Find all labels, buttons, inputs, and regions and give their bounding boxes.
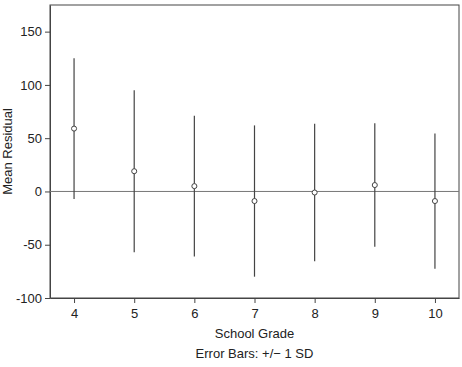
plot-frame bbox=[50, 5, 459, 298]
x-tick: 7 bbox=[251, 298, 258, 321]
x-tick-mark bbox=[375, 298, 376, 303]
x-tick-mark bbox=[74, 298, 75, 303]
y-tick-label: 150 bbox=[20, 24, 42, 39]
x-axis: 4 5 6 7 8 9 10 bbox=[51, 298, 460, 321]
y-axis-title: Mean Residual bbox=[0, 108, 15, 195]
y-tick-label: 50 bbox=[28, 131, 42, 146]
x-tick-label: 7 bbox=[251, 306, 258, 321]
y-axis: -100 -50 0 50 100 150 bbox=[16, 6, 51, 306]
mean-point bbox=[252, 199, 257, 204]
y-tick-mark bbox=[45, 85, 50, 86]
x-tick: 5 bbox=[131, 298, 138, 321]
y-tick-mark bbox=[45, 245, 50, 246]
x-tick-mark bbox=[194, 298, 195, 303]
x-axis-title: School Grade bbox=[215, 326, 295, 341]
mean-point bbox=[312, 190, 317, 195]
y-tick: 50 bbox=[28, 131, 50, 146]
y-tick: -50 bbox=[23, 237, 50, 252]
plot: 4 5 6 7 8 9 10 -100 -50 0 50 100 150 bbox=[16, 5, 460, 321]
x-tick-label: 5 bbox=[131, 306, 138, 321]
x-tick: 10 bbox=[428, 298, 442, 321]
x-tick-mark bbox=[255, 298, 256, 303]
y-tick-label: -50 bbox=[23, 237, 42, 252]
x-tick-label: 10 bbox=[428, 306, 442, 321]
y-tick: -100 bbox=[16, 291, 50, 306]
x-tick: 9 bbox=[372, 298, 379, 321]
y-tick-label: -100 bbox=[16, 291, 42, 306]
mean-point bbox=[192, 184, 197, 189]
x-tick-label: 8 bbox=[312, 306, 319, 321]
y-tick-mark bbox=[45, 191, 50, 192]
y-axis-line bbox=[50, 6, 51, 299]
x-tick-label: 4 bbox=[71, 306, 78, 321]
mean-point bbox=[432, 199, 437, 204]
y-tick-label: 100 bbox=[20, 78, 42, 93]
caption: Error Bars: +/− 1 SD bbox=[196, 346, 314, 361]
x-tick: 8 bbox=[312, 298, 319, 321]
x-tick: 4 bbox=[71, 298, 78, 321]
x-tick-label: 9 bbox=[372, 306, 379, 321]
x-tick-mark bbox=[134, 298, 135, 303]
y-tick-label: 0 bbox=[35, 184, 42, 199]
marks bbox=[50, 58, 459, 276]
y-tick-mark bbox=[45, 298, 50, 299]
x-tick-mark bbox=[315, 298, 316, 303]
x-tick-label: 6 bbox=[191, 306, 198, 321]
x-tick-mark bbox=[435, 298, 436, 303]
y-tick: 150 bbox=[20, 24, 50, 39]
y-tick-mark bbox=[45, 138, 50, 139]
y-tick: 100 bbox=[20, 78, 50, 93]
x-tick: 6 bbox=[191, 298, 198, 321]
mean-point bbox=[132, 169, 137, 174]
mean-point bbox=[372, 183, 377, 188]
chart: 4 5 6 7 8 9 10 -100 -50 0 50 100 150 School Grade Erro… bbox=[0, 0, 462, 367]
mean-point bbox=[72, 126, 77, 131]
y-tick-mark bbox=[45, 32, 50, 33]
y-tick: 0 bbox=[35, 184, 50, 199]
